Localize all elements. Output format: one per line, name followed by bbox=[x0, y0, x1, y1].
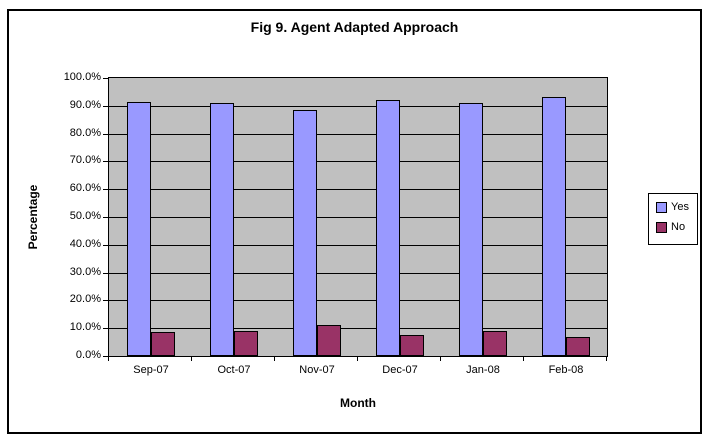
y-tick-mark bbox=[103, 356, 108, 357]
bar-no-oct-07 bbox=[234, 331, 258, 356]
y-axis-tick-label: 0.0% bbox=[75, 349, 101, 361]
y-tick-mark bbox=[103, 106, 108, 107]
y-axis-tick-label: 60.0% bbox=[69, 182, 101, 194]
x-axis-category-label: Nov-07 bbox=[299, 364, 335, 376]
legend-item-no: No bbox=[656, 222, 694, 233]
y-tick-mark bbox=[103, 134, 108, 135]
y-axis-tick-label: 80.0% bbox=[69, 127, 101, 139]
x-tick-mark bbox=[440, 357, 441, 361]
y-axis-tick-label: 50.0% bbox=[69, 210, 101, 222]
gridline bbox=[109, 134, 607, 135]
x-tick-mark bbox=[523, 357, 524, 361]
gridline bbox=[109, 300, 607, 301]
y-tick-mark bbox=[103, 328, 108, 329]
gridline bbox=[109, 245, 607, 246]
gridline bbox=[109, 161, 607, 162]
y-axis-title: Percentage bbox=[26, 184, 40, 250]
bar-no-jan-08 bbox=[483, 331, 507, 356]
bar-yes-dec-07 bbox=[376, 100, 400, 356]
bar-yes-oct-07 bbox=[210, 103, 234, 356]
y-tick-mark bbox=[103, 217, 108, 218]
legend-item-yes: Yes bbox=[656, 202, 694, 213]
bar-yes-nov-07 bbox=[293, 110, 317, 356]
gridline bbox=[109, 106, 607, 107]
legend: Yes No bbox=[648, 193, 698, 245]
legend-swatch-yes bbox=[656, 202, 667, 213]
x-axis-category-label: Feb-08 bbox=[548, 364, 584, 376]
plot-area bbox=[108, 77, 608, 357]
bar-no-dec-07 bbox=[400, 335, 424, 356]
y-axis-tick-label: 40.0% bbox=[69, 238, 101, 250]
x-axis-category-label: Jan-08 bbox=[466, 364, 500, 376]
y-axis-tick-label: 100.0% bbox=[63, 71, 101, 83]
x-axis-category-label: Sep-07 bbox=[133, 364, 169, 376]
bar-yes-jan-08 bbox=[459, 103, 483, 356]
x-tick-mark bbox=[191, 357, 192, 361]
y-axis-tick-label: 10.0% bbox=[69, 321, 101, 333]
gridline bbox=[109, 273, 607, 274]
y-tick-mark bbox=[103, 161, 108, 162]
x-tick-mark bbox=[606, 357, 607, 361]
bar-yes-feb-08 bbox=[542, 97, 566, 356]
y-tick-mark bbox=[103, 273, 108, 274]
x-tick-mark bbox=[357, 357, 358, 361]
bar-no-nov-07 bbox=[317, 325, 341, 356]
y-tick-mark bbox=[103, 245, 108, 246]
legend-label-yes: Yes bbox=[671, 201, 689, 213]
x-axis-category-label: Oct-07 bbox=[217, 364, 251, 376]
legend-swatch-no bbox=[656, 222, 667, 233]
y-axis-tick-label: 20.0% bbox=[69, 293, 101, 305]
gridline bbox=[109, 189, 607, 190]
chart-title: Fig 9. Agent Adapted Approach bbox=[250, 19, 459, 35]
y-axis-tick-label: 70.0% bbox=[69, 154, 101, 166]
x-axis-title: Month bbox=[340, 396, 376, 410]
legend-label-no: No bbox=[671, 221, 686, 233]
gridline bbox=[109, 328, 607, 329]
y-tick-mark bbox=[103, 300, 108, 301]
x-axis-category-label: Dec-07 bbox=[382, 364, 418, 376]
y-tick-mark bbox=[103, 189, 108, 190]
y-axis-tick-label: 30.0% bbox=[69, 266, 101, 278]
bar-no-sep-07 bbox=[151, 332, 175, 356]
y-tick-mark bbox=[103, 78, 108, 79]
x-tick-mark bbox=[274, 357, 275, 361]
y-axis-tick-label: 90.0% bbox=[69, 99, 101, 111]
x-tick-mark bbox=[108, 357, 109, 361]
bar-yes-sep-07 bbox=[127, 102, 151, 356]
bar-no-feb-08 bbox=[566, 337, 590, 356]
gridline bbox=[109, 217, 607, 218]
